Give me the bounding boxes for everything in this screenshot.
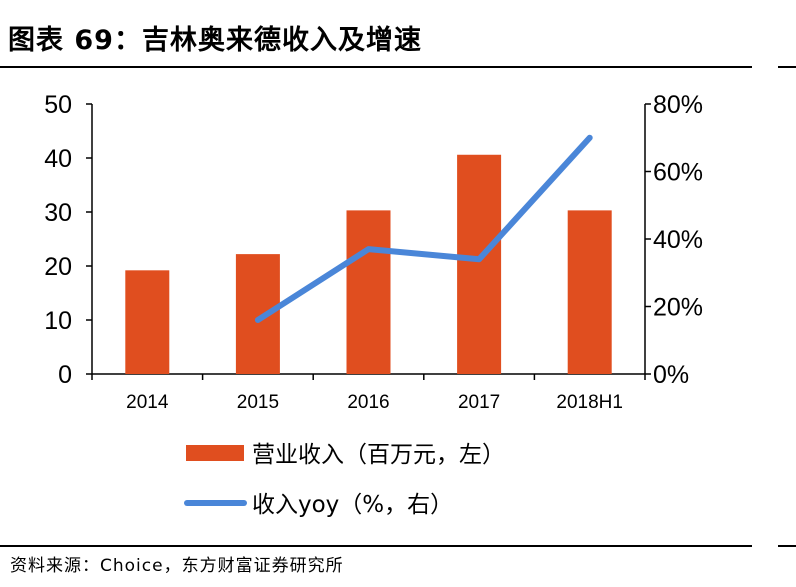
bar-2015 xyxy=(235,254,280,374)
top-rule-right xyxy=(778,66,796,68)
tick-labels: 0 10 20 30 40 50 0% 20% 40% 60% 80% 2014 2015 2016 201… xyxy=(44,91,703,413)
category-label: 2016 xyxy=(347,392,389,413)
yoy-line xyxy=(254,134,593,323)
left-tick-label: 10 xyxy=(44,307,72,335)
bar-2018H1 xyxy=(567,210,612,374)
left-tick-label: 0 xyxy=(58,361,72,389)
top-rule xyxy=(0,66,752,68)
bar-2016 xyxy=(346,210,391,374)
right-tick-label: 0% xyxy=(653,361,689,389)
left-tick-label: 50 xyxy=(44,91,72,119)
right-tick-label: 80% xyxy=(653,91,703,119)
bar-series xyxy=(125,154,612,374)
legend-line-label: 收入yoy（%，右） xyxy=(252,492,453,518)
category-label: 2014 xyxy=(126,392,169,413)
category-label: 2018H1 xyxy=(556,392,623,413)
chart-title: 图表 69：吉林奥来德收入及增速 xyxy=(8,25,422,56)
left-tick-label: 20 xyxy=(44,253,72,281)
category-label: 2017 xyxy=(458,392,500,413)
bar-2014 xyxy=(125,270,170,374)
category-label: 2015 xyxy=(237,392,279,413)
left-tick-label: 30 xyxy=(44,199,72,227)
legend-bar-label: 营业收入（百万元，左） xyxy=(252,442,505,468)
left-tick-label: 40 xyxy=(44,145,72,173)
bottom-rule xyxy=(0,545,752,547)
right-tick-label: 20% xyxy=(653,294,703,322)
right-tick-label: 40% xyxy=(653,226,703,254)
legend-bar-swatch xyxy=(186,445,244,461)
bottom-rule-right xyxy=(778,545,796,547)
right-tick-label: 60% xyxy=(653,159,703,187)
line-series xyxy=(254,134,593,323)
legend: 营业收入（百万元，左） 收入yoy（%，右） xyxy=(184,442,505,518)
bar-2017 xyxy=(457,154,502,374)
source-note: 资料来源：Choice，东方财富证券研究所 xyxy=(10,556,344,576)
